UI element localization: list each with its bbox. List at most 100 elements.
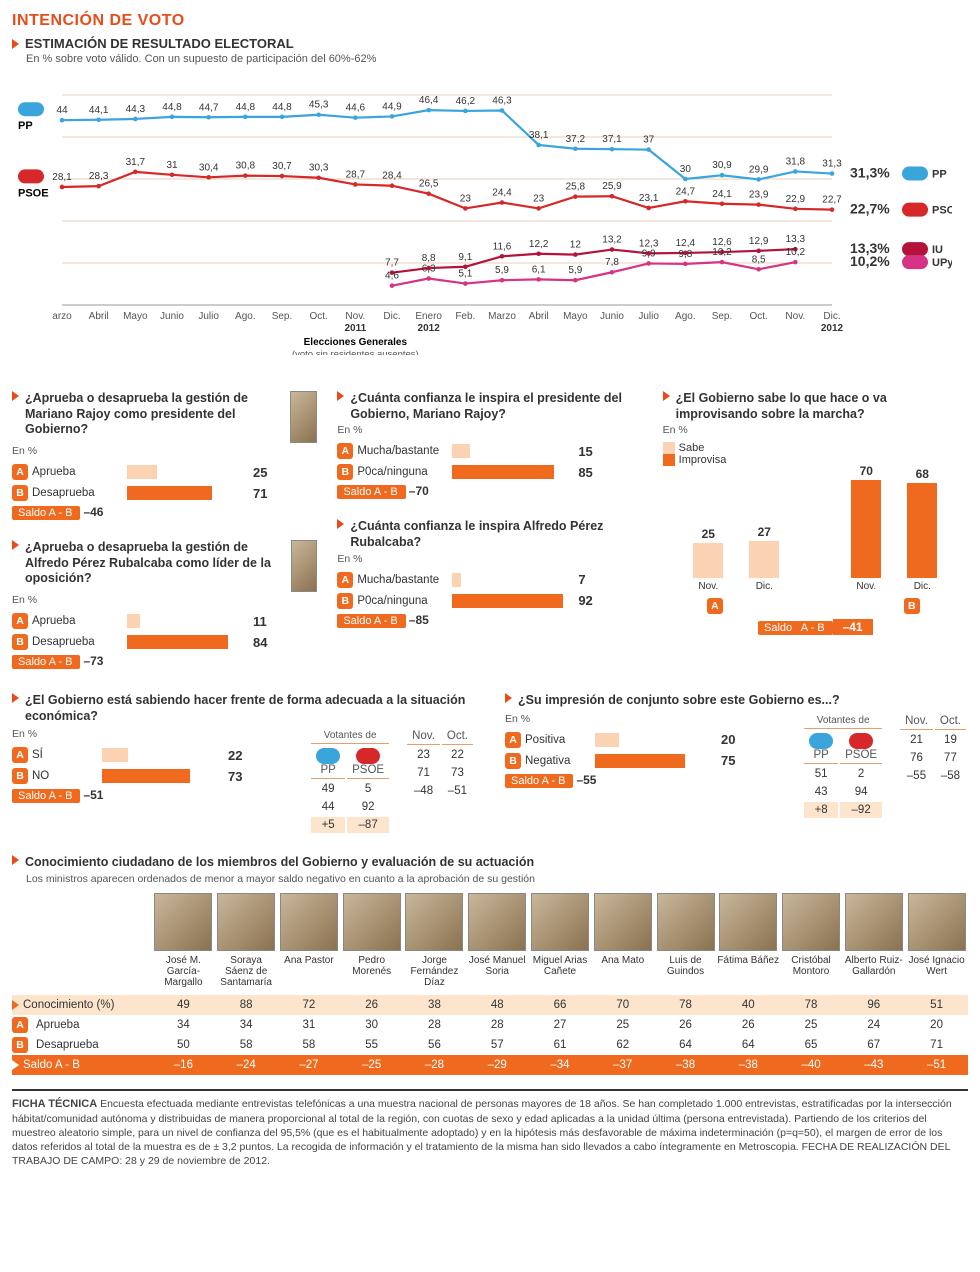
svg-text:Elecciones Generales: Elecciones Generales bbox=[304, 337, 408, 348]
svg-text:Oct.: Oct. bbox=[309, 311, 327, 322]
svg-text:5,9: 5,9 bbox=[495, 265, 509, 276]
portrait-photo bbox=[291, 540, 317, 592]
svg-text:2011: 2011 bbox=[344, 323, 366, 334]
svg-text:23: 23 bbox=[460, 193, 472, 204]
svg-text:37,1: 37,1 bbox=[602, 134, 622, 145]
page-title: INTENCIÓN DE VOTO bbox=[12, 12, 968, 30]
svg-text:28,7: 28,7 bbox=[346, 169, 366, 180]
svg-text:12,2: 12,2 bbox=[529, 239, 549, 250]
econ-panel: ¿El Gobierno está sabiendo hacer frente … bbox=[12, 687, 475, 835]
svg-text:31,8: 31,8 bbox=[786, 156, 806, 167]
svg-text:28,4: 28,4 bbox=[382, 171, 402, 182]
svg-text:23,1: 23,1 bbox=[639, 193, 659, 204]
svg-text:8,8: 8,8 bbox=[422, 253, 436, 264]
ministers-photo-row: José M. García-MargalloSoraya Sáenz de S… bbox=[12, 893, 968, 995]
svg-text:30: 30 bbox=[680, 164, 692, 175]
svg-text:13,2: 13,2 bbox=[602, 235, 622, 246]
impresion-panel: ¿Su impresión de conjunto sobre este Gob… bbox=[505, 687, 968, 835]
svg-text:44,8: 44,8 bbox=[162, 102, 182, 113]
estimation-title: ESTIMACIÓN DE RESULTADO ELECTORAL bbox=[25, 36, 294, 51]
svg-text:Dic.: Dic. bbox=[823, 311, 840, 322]
svg-text:44,1: 44,1 bbox=[89, 105, 109, 116]
svg-text:6,1: 6,1 bbox=[532, 264, 546, 275]
svg-text:23,9: 23,9 bbox=[749, 190, 769, 201]
svg-text:13,3: 13,3 bbox=[786, 234, 806, 245]
svg-text:30,4: 30,4 bbox=[199, 162, 219, 173]
svg-text:Oct.: Oct. bbox=[749, 311, 767, 322]
svg-text:12,9: 12,9 bbox=[749, 236, 769, 247]
svg-text:Junio: Junio bbox=[160, 311, 184, 322]
svg-text:5,1: 5,1 bbox=[458, 269, 472, 280]
svg-text:Marzo: Marzo bbox=[488, 311, 516, 322]
svg-text:12,4: 12,4 bbox=[676, 238, 696, 249]
svg-text:7,7: 7,7 bbox=[385, 258, 399, 269]
svg-text:PSOE: PSOE bbox=[932, 205, 952, 217]
svg-text:UPyD: UPyD bbox=[932, 257, 952, 269]
ministers-section: Conocimiento ciudadano de los miembros d… bbox=[12, 855, 968, 1075]
svg-text:44,6: 44,6 bbox=[346, 103, 366, 114]
svg-text:38,1: 38,1 bbox=[529, 130, 549, 141]
portrait-photo bbox=[290, 391, 318, 443]
svg-text:30,7: 30,7 bbox=[272, 161, 292, 172]
svg-text:44,3: 44,3 bbox=[126, 104, 146, 115]
ministers-title: Conocimiento ciudadano de los miembros d… bbox=[25, 855, 534, 871]
svg-text:Ago.: Ago. bbox=[235, 311, 256, 322]
svg-text:12: 12 bbox=[570, 240, 582, 251]
svg-text:Enero: Enero bbox=[415, 311, 442, 322]
svg-text:22,9: 22,9 bbox=[786, 194, 806, 205]
svg-text:IU: IU bbox=[932, 244, 943, 256]
ficha-label: FICHA TÉCNICA bbox=[12, 1098, 97, 1110]
svg-text:PP: PP bbox=[18, 120, 33, 132]
confidence-column: ¿Cuánta confianza le inspira el presiden… bbox=[337, 385, 642, 669]
ministers-grid: Conocimiento (%)498872263848667078407896… bbox=[12, 995, 968, 1075]
svg-text:25,8: 25,8 bbox=[566, 182, 586, 193]
svg-text:Ago.: Ago. bbox=[675, 311, 696, 322]
svg-text:Julio: Julio bbox=[198, 311, 219, 322]
svg-text:37,2: 37,2 bbox=[566, 134, 586, 145]
svg-text:44,7: 44,7 bbox=[199, 102, 219, 113]
svg-text:22,7: 22,7 bbox=[822, 195, 842, 206]
svg-text:31,3: 31,3 bbox=[822, 159, 842, 170]
svg-text:arzo: arzo bbox=[52, 311, 72, 322]
improvisa-column: ¿El Gobierno sabe lo que hace o va impro… bbox=[663, 385, 968, 669]
svg-text:Julio: Julio bbox=[638, 311, 659, 322]
svg-text:2012: 2012 bbox=[418, 323, 441, 334]
svg-text:8,5: 8,5 bbox=[752, 254, 766, 265]
svg-text:6,3: 6,3 bbox=[422, 264, 436, 275]
svg-text:10,2: 10,2 bbox=[786, 247, 806, 258]
svg-text:31: 31 bbox=[166, 160, 178, 171]
svg-text:31,3%: 31,3% bbox=[850, 165, 890, 181]
svg-text:4,6: 4,6 bbox=[385, 271, 399, 282]
svg-text:26,5: 26,5 bbox=[419, 179, 439, 190]
svg-text:44,8: 44,8 bbox=[272, 102, 292, 113]
svg-text:30,8: 30,8 bbox=[236, 161, 256, 172]
svg-text:46,2: 46,2 bbox=[456, 96, 476, 107]
svg-text:2012: 2012 bbox=[821, 323, 844, 334]
svg-text:25,9: 25,9 bbox=[602, 181, 622, 192]
svg-text:22,7%: 22,7% bbox=[850, 201, 890, 217]
ficha-text: Encuesta efectuada mediante entrevistas … bbox=[12, 1098, 952, 1167]
vote-intention-linechart: arzo Abril Mayo Junio Julio Ago. Sep. Oct. Nov. 2… bbox=[12, 75, 952, 355]
svg-text:Feb.: Feb. bbox=[455, 311, 475, 322]
triangle-icon bbox=[12, 39, 19, 49]
svg-text:30,3: 30,3 bbox=[309, 163, 329, 174]
svg-text:44: 44 bbox=[56, 105, 68, 116]
svg-text:28,3: 28,3 bbox=[89, 171, 109, 182]
svg-text:Mayo: Mayo bbox=[123, 311, 148, 322]
svg-text:Sep.: Sep. bbox=[272, 311, 293, 322]
svg-text:PP: PP bbox=[932, 169, 947, 181]
svg-text:46,4: 46,4 bbox=[419, 95, 439, 106]
svg-text:45,3: 45,3 bbox=[309, 100, 329, 111]
svg-text:5,9: 5,9 bbox=[568, 265, 582, 276]
mid-panels: ¿Aprueba o desaprueba la gestión de Mari… bbox=[12, 385, 968, 669]
ministers-subtitle: Los ministros aparecen ordenados de meno… bbox=[26, 873, 968, 885]
svg-text:9,8: 9,8 bbox=[678, 249, 692, 260]
svg-text:Dic.: Dic. bbox=[383, 311, 400, 322]
svg-text:11,6: 11,6 bbox=[493, 241, 512, 252]
svg-text:Nov.: Nov. bbox=[785, 311, 805, 322]
svg-text:28,1: 28,1 bbox=[52, 172, 72, 183]
svg-text:10,2%: 10,2% bbox=[850, 253, 890, 269]
svg-text:Abril: Abril bbox=[529, 311, 549, 322]
svg-text:37: 37 bbox=[643, 135, 655, 146]
svg-text:Mayo: Mayo bbox=[563, 311, 588, 322]
